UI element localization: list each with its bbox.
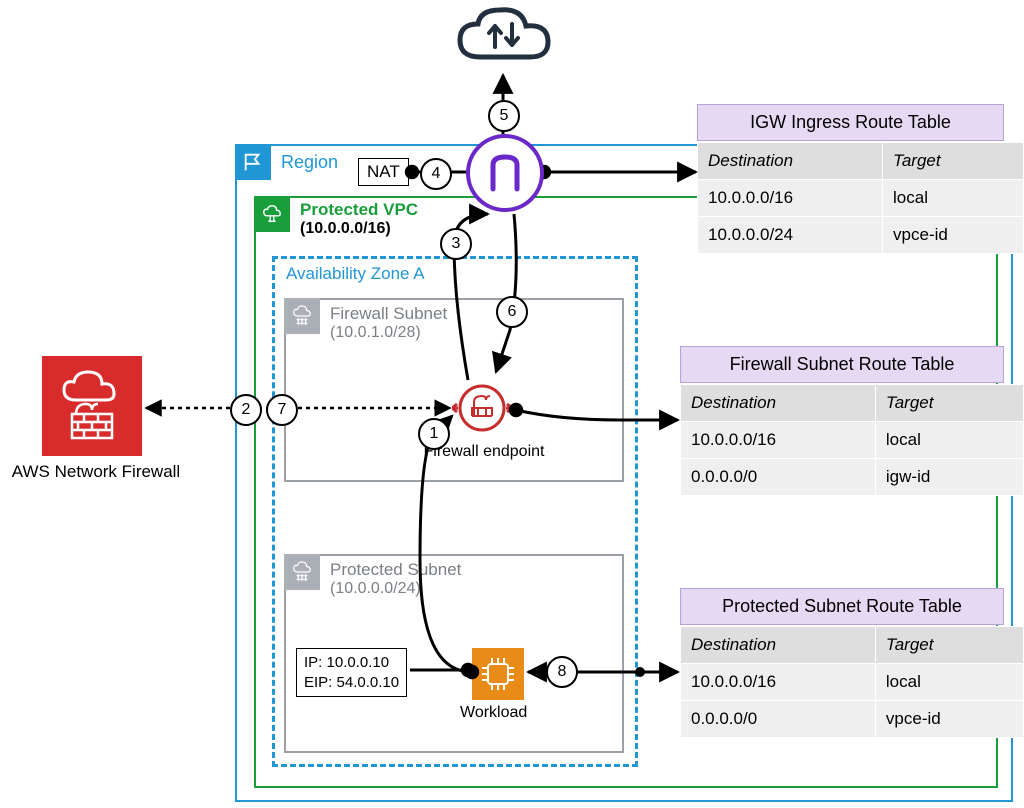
vpc-cidr: (10.0.0.0/16)	[300, 220, 391, 238]
step-6: 6	[496, 296, 528, 328]
rt-cell: 10.0.0.0/16	[698, 180, 883, 217]
subnet-icon	[284, 554, 320, 590]
step-2: 2	[230, 394, 262, 426]
step-3: 3	[440, 228, 472, 260]
step-8: 8	[546, 656, 578, 688]
firewall-subnet-title: Firewall Subnet	[330, 304, 447, 324]
rt-col-target: Target	[883, 143, 1024, 180]
rt-igw-table: DestinationTarget 10.0.0.0/16local 10.0.…	[697, 142, 1024, 254]
subnet-icon	[284, 298, 320, 334]
vpc-icon	[254, 196, 290, 232]
rt-protected-title: Protected Subnet Route Table	[680, 588, 1004, 625]
rt-col-dest: Destination	[698, 143, 883, 180]
vpc-label: Protected VPC	[300, 200, 418, 220]
region-label: Region	[281, 152, 338, 173]
rt-fw-title: Firewall Subnet Route Table	[680, 346, 1004, 383]
rt-cell: 10.0.0.0/16	[681, 664, 876, 701]
rt-cell: 0.0.0.0/0	[681, 459, 876, 496]
rt-igw-title: IGW Ingress Route Table	[697, 104, 1004, 141]
rt-cell: igw-id	[875, 459, 1023, 496]
workload-label: Workload	[460, 704, 527, 722]
rt-cell: local	[875, 664, 1023, 701]
aws-network-firewall-icon	[42, 356, 142, 456]
step-1: 1	[418, 418, 450, 450]
workload-ip: IP: 10.0.0.10	[304, 653, 399, 673]
rt-cell: local	[883, 180, 1024, 217]
step-7: 7	[266, 394, 298, 426]
step-4: 4	[420, 158, 452, 190]
nat-label: NAT	[358, 158, 409, 186]
az-label: Availability Zone A	[286, 264, 425, 284]
protected-subnet-title: Protected Subnet	[330, 560, 461, 580]
step-5: 5	[488, 100, 520, 132]
rt-protected-table: DestinationTarget 10.0.0.0/16local 0.0.0…	[680, 626, 1024, 738]
aws-network-firewall-label: AWS Network Firewall	[6, 462, 186, 482]
igw-icon	[466, 134, 544, 212]
protected-subnet-cidr: (10.0.0.0/24)	[330, 580, 421, 598]
firewall-subnet-cidr: (10.0.1.0/28)	[330, 324, 421, 342]
rt-cell: 10.0.0.0/16	[681, 422, 876, 459]
rt-col-target: Target	[875, 385, 1023, 422]
rt-cell: 0.0.0.0/0	[681, 701, 876, 738]
rt-col-dest: Destination	[681, 385, 876, 422]
firewall-endpoint-icon	[452, 378, 512, 438]
workload-icon	[472, 648, 524, 700]
rt-fw-table: DestinationTarget 10.0.0.0/16local 0.0.0…	[680, 384, 1024, 496]
workload-eip: EIP: 54.0.0.10	[304, 673, 399, 693]
rt-col-dest: Destination	[681, 627, 876, 664]
workload-ip-box: IP: 10.0.0.10 EIP: 54.0.0.10	[296, 648, 407, 697]
rt-cell: 10.0.0.0/24	[698, 217, 883, 254]
rt-cell: local	[875, 422, 1023, 459]
rt-col-target: Target	[875, 627, 1023, 664]
region-icon	[235, 144, 271, 180]
rt-cell: vpce-id	[883, 217, 1024, 254]
internet-cloud-icon	[450, 2, 560, 82]
rt-cell: vpce-id	[875, 701, 1023, 738]
